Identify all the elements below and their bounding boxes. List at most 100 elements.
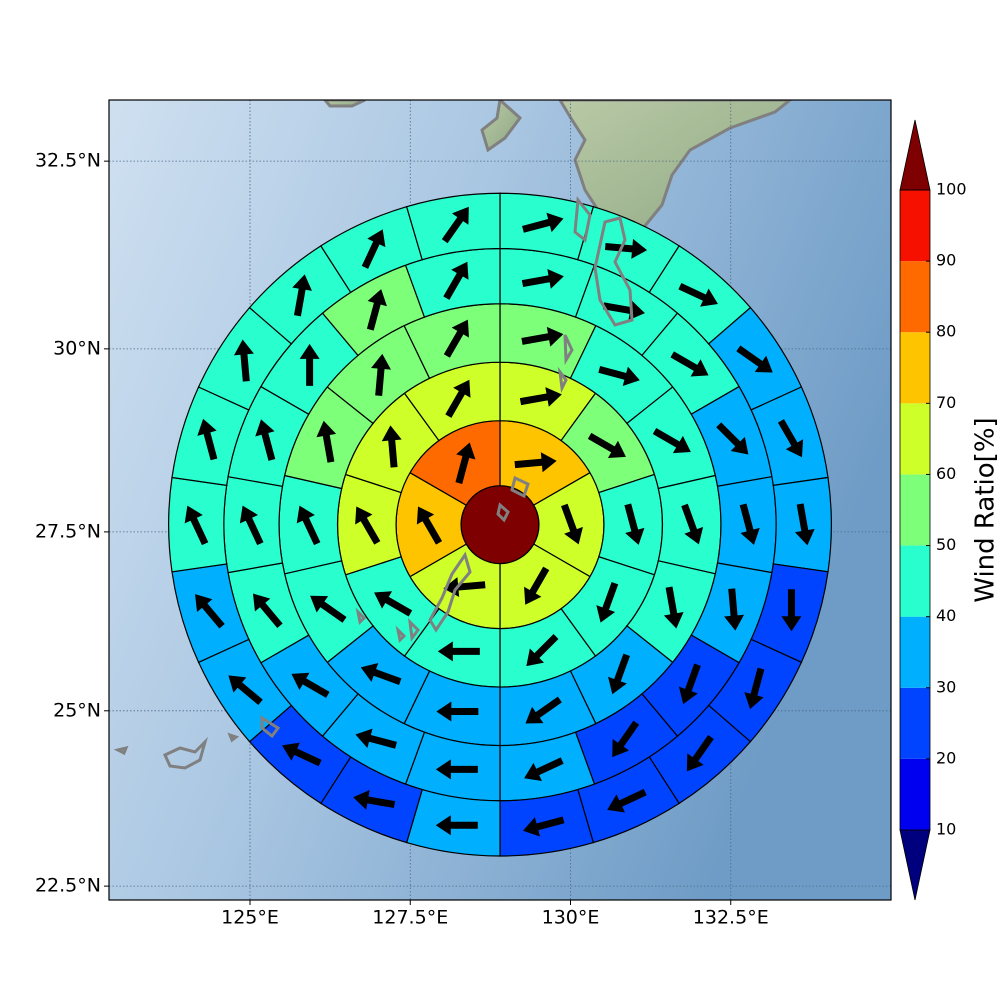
colorbar-tick-label: 30 [936, 677, 956, 696]
wind-arrow [443, 261, 469, 300]
wind-arrow [310, 595, 347, 623]
wind-arrow [381, 425, 402, 468]
wind-arrow [608, 653, 630, 695]
wind-arrow [435, 815, 478, 836]
wind-arrow [374, 591, 413, 617]
colorbar-segment [900, 758, 930, 830]
wind-arrow [678, 663, 701, 705]
wind-arrow [299, 343, 320, 386]
colorbar-segment [900, 332, 930, 404]
colorbar-tick-label: 80 [936, 322, 956, 341]
axes-frame [108, 99, 892, 901]
wind-arrow [744, 667, 765, 710]
wind-arrow [561, 503, 583, 545]
wind-arrow [233, 339, 254, 382]
colorbar-segment [900, 403, 930, 475]
x-tick-label: 125°E [221, 907, 279, 929]
wind-arrow [514, 452, 557, 473]
colorbar-tick-label: 50 [936, 535, 956, 554]
wind-arrow [686, 734, 714, 772]
wind-arrow [455, 442, 476, 484]
wind-arrow [670, 351, 709, 377]
wind-arrow [195, 594, 225, 629]
land-coast [323, 100, 366, 108]
wind-arrow [607, 788, 647, 813]
colorbar-segment [900, 261, 930, 333]
wind-arrow [445, 379, 471, 418]
wind-arrow [521, 326, 564, 347]
wind-arrow [587, 432, 626, 459]
wind-arrow [437, 641, 480, 662]
wind-arrow [416, 506, 443, 545]
wind-arrow [197, 418, 218, 461]
wind-arrow [296, 505, 321, 546]
coastlines [113, 196, 634, 770]
wind-arrow [353, 790, 396, 810]
wind-arrow [228, 675, 263, 706]
wind-arrow [794, 503, 815, 546]
wind-arrow [361, 229, 386, 269]
wind-arrow [525, 696, 562, 724]
wind-arrow [524, 757, 564, 781]
wind-arrow [739, 503, 760, 545]
colorbar-segment [900, 190, 930, 262]
wind-arrow [355, 506, 381, 545]
coast-osumi [593, 216, 634, 327]
x-tick-label: 127.5°E [372, 907, 448, 929]
colorbar-tick-label: 100 [936, 180, 967, 199]
wind-arrow [441, 206, 469, 244]
wind-arrow [252, 593, 283, 628]
wind-arrow [519, 387, 562, 407]
wind-arrow [239, 505, 264, 546]
colorbar-tick-label: 70 [936, 393, 956, 412]
wind-arrow [598, 365, 640, 387]
wind-arrow [184, 505, 209, 546]
wind-arrow [602, 300, 645, 321]
y-tick-label: 22.5°N [35, 875, 101, 897]
colorbar-extend-low [899, 829, 931, 901]
wind-arrow [360, 663, 402, 685]
coast-island [355, 607, 420, 644]
wind-arrow [316, 420, 337, 463]
coast-yaeyama [113, 732, 240, 770]
wind-arrow [522, 816, 565, 837]
wind-arrow [736, 345, 773, 373]
x-tick-label: 130°E [542, 907, 600, 929]
wind-arrow [612, 720, 640, 758]
wind-arrow [355, 728, 397, 749]
wind-arrow [681, 503, 704, 545]
wind-arrow [366, 289, 387, 331]
coast-okinawa [428, 551, 472, 633]
wind-arrow [781, 589, 802, 632]
coast-island [557, 334, 574, 394]
y-tick-label: 32.5°N [35, 150, 101, 172]
y-tick-label: 30°N [53, 337, 101, 359]
wind-arrow [604, 238, 648, 259]
wind-grid [168, 192, 832, 857]
land-island [480, 100, 523, 153]
wind-arrow [255, 419, 276, 461]
colorbar-tick-label: 60 [936, 464, 956, 483]
colorbar-label: Wind Ratio[%] [971, 417, 1000, 602]
wind-arrow [524, 566, 550, 605]
y-tick-label: 27.5°N [35, 520, 101, 542]
wind-arrow [777, 419, 804, 458]
wind-arrow [521, 269, 564, 289]
colorbar: 10 20 30 40 50 60 70 80 90 100 [899, 119, 967, 901]
wind-arrow [292, 274, 312, 317]
wind-arrow [678, 283, 718, 307]
colorbar-segment [900, 545, 930, 617]
colorbar-segment [900, 616, 930, 688]
wind-arrow [624, 503, 645, 545]
colorbar-tick-label: 20 [936, 748, 956, 767]
wind-arrow [436, 701, 479, 722]
colorbar-tick-label: 90 [936, 251, 956, 270]
wind-arrow [652, 427, 691, 454]
wind-arrow [522, 212, 564, 233]
coast-amami [496, 475, 530, 523]
wind-arrow [526, 634, 559, 667]
colorbar-tick-label: 40 [936, 606, 956, 625]
colorbar-tick-label: 10 [936, 820, 956, 839]
